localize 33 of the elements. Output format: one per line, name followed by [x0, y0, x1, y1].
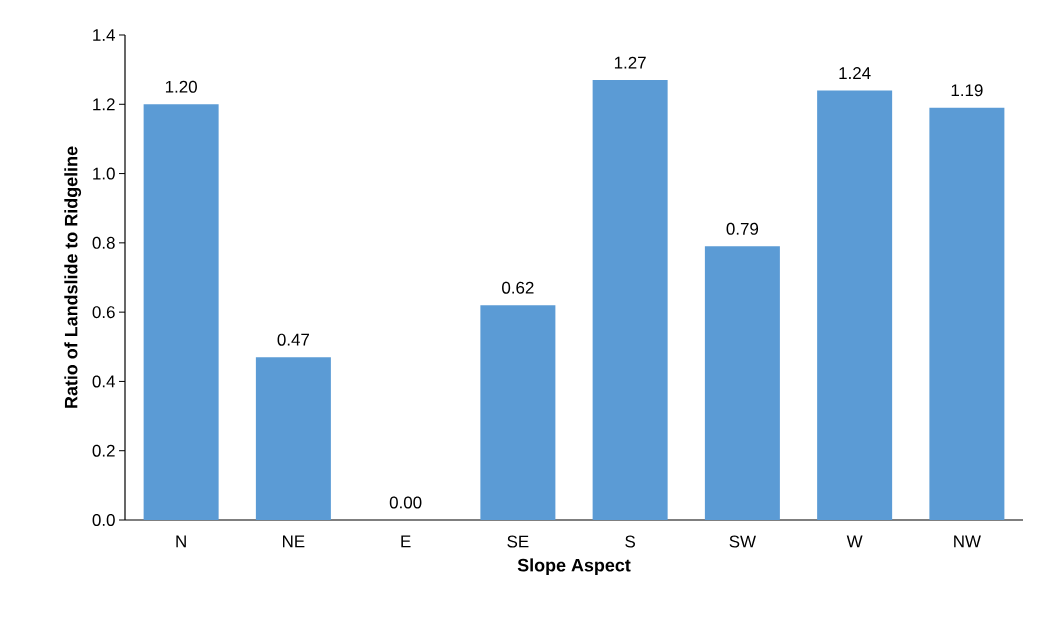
x-tick-label: S [625, 535, 635, 548]
data-label: 0.62 [502, 281, 534, 294]
x-tick-label: NE [283, 535, 305, 548]
bar [929, 107, 1005, 520]
data-label: 0.47 [277, 333, 309, 346]
bar [592, 80, 668, 520]
data-label: 0.00 [389, 496, 422, 509]
x-tick-label: N [176, 535, 186, 548]
y-tick-label: 0.8 [92, 236, 115, 249]
y-tick-label: 0.2 [92, 444, 115, 457]
bar [255, 357, 331, 520]
bar [704, 246, 780, 520]
y-tick-label: 0.6 [92, 306, 115, 319]
y-tick-label: 1.4 [93, 29, 115, 41]
y-tick-label: 1.0 [93, 167, 115, 180]
data-label: 1.20 [165, 80, 197, 93]
x-tick-label: SE [507, 535, 529, 548]
x-tick-label: W [846, 535, 863, 548]
bar [817, 90, 893, 520]
y-tick-label: 0.0 [92, 514, 115, 526]
x-tick-label: NW [954, 535, 981, 548]
x-tick-label: E [401, 535, 411, 548]
bar [480, 305, 556, 520]
data-label: 0.79 [726, 222, 759, 235]
data-label: 1.27 [614, 56, 646, 69]
y-tick-label: 0.4 [92, 375, 115, 388]
bar [143, 104, 219, 520]
data-label: 1.19 [951, 84, 983, 97]
x-axis-title: Slope Aspect [517, 558, 631, 576]
y-axis-title: Ratio of Landslide to Ridgeline [64, 146, 82, 408]
data-label: 1.24 [839, 67, 871, 79]
y-tick-label: 1.2 [93, 98, 115, 111]
x-tick-label: SW [729, 535, 756, 548]
